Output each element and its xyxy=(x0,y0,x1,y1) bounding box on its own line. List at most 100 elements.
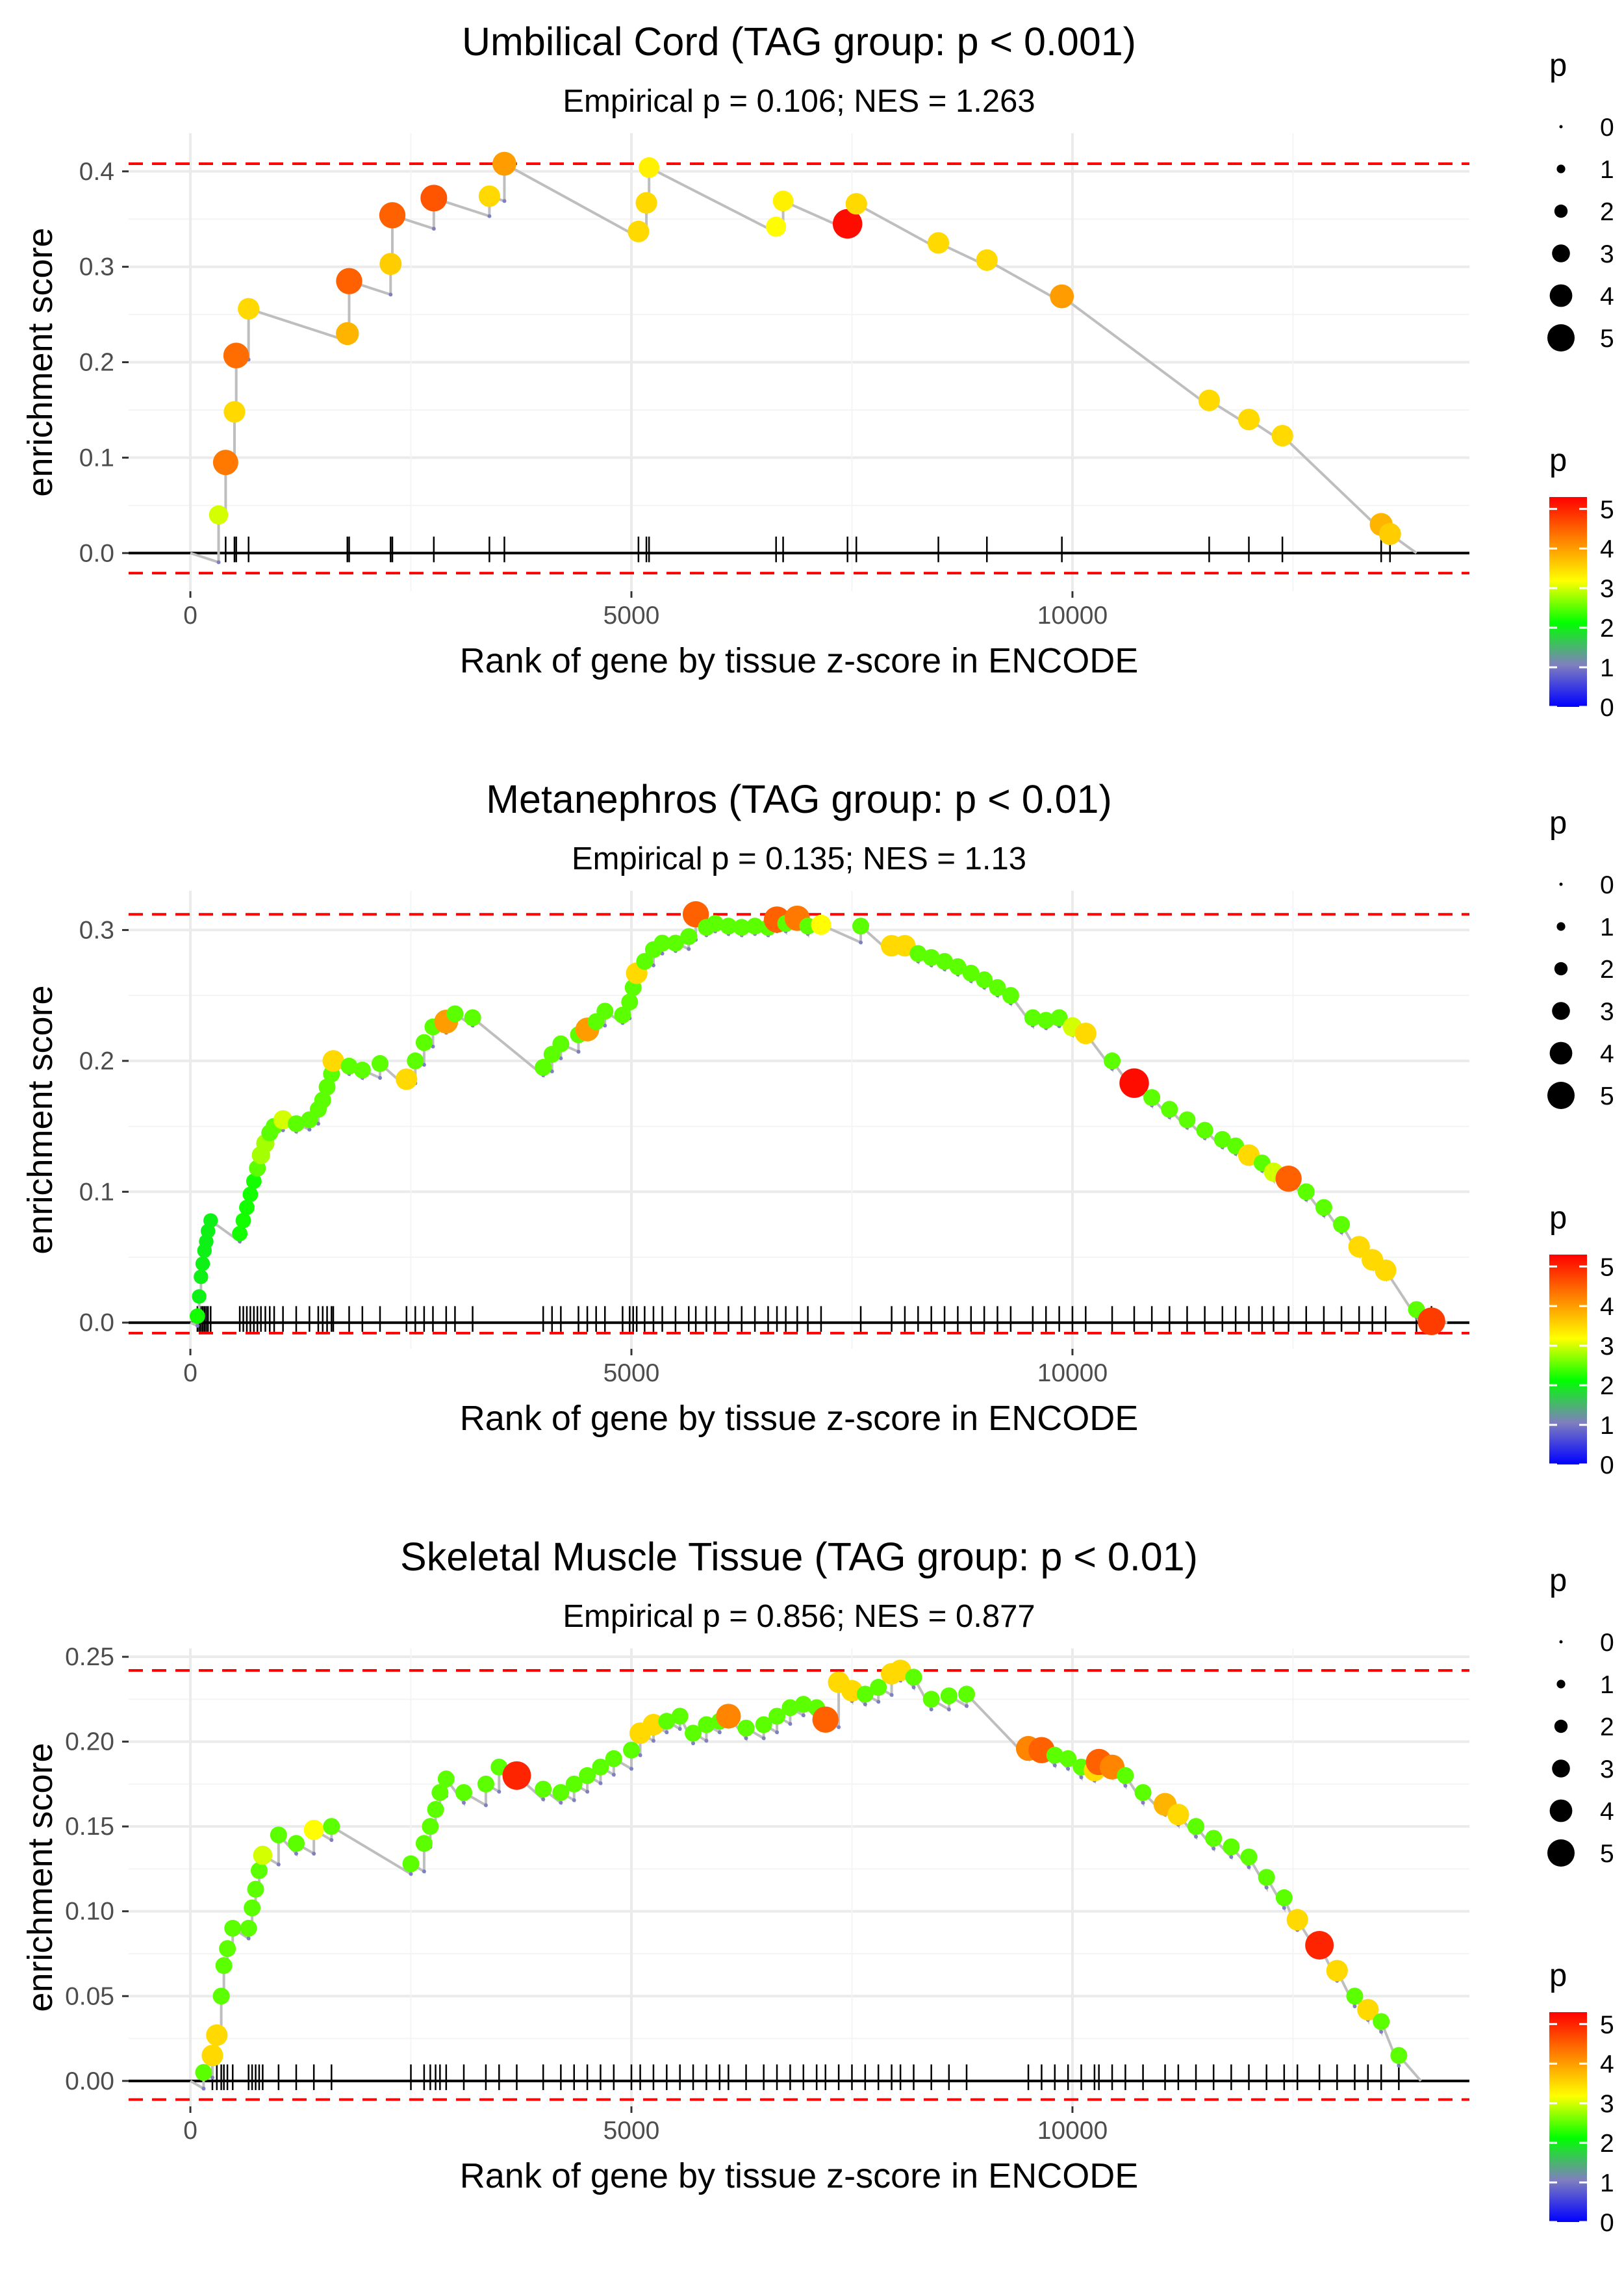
size-legend-key xyxy=(1556,922,1566,931)
size-legend-key xyxy=(1559,882,1563,886)
gene-hit-point xyxy=(1237,409,1260,431)
gene-hit-point xyxy=(1002,987,1019,1004)
gene-hit-point xyxy=(1198,389,1221,411)
color-legend-title: p xyxy=(1549,1201,1567,1236)
gene-hit-point xyxy=(420,185,448,212)
gene-hit-point xyxy=(270,1826,287,1844)
gene-hit-point xyxy=(949,958,967,975)
pre-hit-point xyxy=(801,1713,806,1718)
pre-hit-point xyxy=(611,1772,616,1777)
gene-hit-point xyxy=(396,1068,418,1090)
gene-hit-point xyxy=(223,401,246,423)
gene-hit-point xyxy=(253,1845,273,1865)
x-tick-label: 0 xyxy=(183,1359,197,1387)
gene-hit-point xyxy=(422,1818,439,1835)
gene-hit-point xyxy=(192,1289,207,1304)
gene-hit-point xyxy=(246,1173,262,1190)
y-tick-label: 0.15 xyxy=(65,1813,114,1841)
gene-hit-point xyxy=(1305,1930,1334,1960)
pre-hit-point xyxy=(965,1704,969,1708)
gene-hit-point xyxy=(671,1707,689,1725)
gene-hit-point xyxy=(623,1741,640,1759)
pre-hit-point xyxy=(629,1767,633,1771)
gene-hit-point xyxy=(698,1716,715,1733)
size-legend-key xyxy=(1549,1799,1573,1822)
color-legend-label: 5 xyxy=(1600,496,1614,524)
gene-hit-point xyxy=(653,934,671,952)
gene-hit-point xyxy=(1373,2013,1390,2030)
y-tick-label: 0.10 xyxy=(65,1898,114,1926)
gene-hit-point xyxy=(223,342,249,369)
gene-hit-point xyxy=(870,1679,887,1696)
color-legend-label: 2 xyxy=(1600,615,1614,643)
gene-hit-point xyxy=(209,505,229,525)
pre-hit-point xyxy=(462,1800,466,1805)
pre-hit-point xyxy=(502,199,507,203)
color-legend-label: 0 xyxy=(1600,694,1614,722)
pre-hit-point xyxy=(665,1730,669,1735)
pre-hit-point xyxy=(378,1076,382,1080)
pre-hit-point xyxy=(431,227,436,231)
color-legend-label: 1 xyxy=(1600,654,1614,682)
pre-hit-point xyxy=(859,940,863,945)
size-legend-key xyxy=(1554,1719,1568,1733)
x-axis-title: Rank of gene by tissue z-score in ENCODE xyxy=(460,1399,1138,1438)
size-legend-label: 0 xyxy=(1600,114,1614,142)
gene-hit-point xyxy=(189,1308,205,1324)
size-legend-label: 0 xyxy=(1600,871,1614,899)
gene-hit-point xyxy=(635,192,657,214)
pre-hit-point xyxy=(687,947,691,951)
gene-hit-point xyxy=(614,1006,631,1024)
gene-hit-point xyxy=(336,268,362,294)
gene-hit-point xyxy=(195,2063,212,2081)
gene-hit-point xyxy=(596,1003,614,1020)
gene-hit-point xyxy=(1333,1216,1351,1233)
size-legend-label: 2 xyxy=(1600,198,1614,226)
gene-hit-point xyxy=(1050,284,1074,309)
size-legend-key xyxy=(1552,1759,1570,1778)
gene-hit-point xyxy=(1205,1830,1223,1847)
gene-hit-point xyxy=(1059,1750,1077,1767)
pre-hit-point xyxy=(1123,1783,1128,1788)
gene-hit-point xyxy=(322,1050,344,1072)
gene-hit-point xyxy=(658,1713,676,1730)
pre-hit-point xyxy=(717,1730,722,1735)
gene-hit-point xyxy=(639,157,660,178)
gridlines xyxy=(129,133,1469,591)
color-legend-label: 3 xyxy=(1600,2090,1614,2118)
pre-hit-point xyxy=(946,1707,951,1711)
x-axis-title: Rank of gene by tissue z-score in ENCODE xyxy=(460,2156,1138,2195)
pre-hit-point xyxy=(294,1851,298,1856)
size-legend-title: p xyxy=(1549,1563,1567,1598)
size-legend-key xyxy=(1547,1839,1575,1867)
gene-hit-point xyxy=(318,1079,336,1096)
gene-hit-point xyxy=(407,1052,424,1069)
x-tick-label: 10000 xyxy=(1037,2117,1108,2145)
gene-hit-point xyxy=(314,1092,331,1109)
gene-hit-point xyxy=(535,1058,552,1076)
gene-hit-point xyxy=(1357,1999,1379,2021)
pre-hit-point xyxy=(483,1803,488,1808)
gene-hit-point xyxy=(379,202,406,229)
chart-panel-metanephros: Metanephros (TAG group: p < 0.01) Empiric… xyxy=(21,777,1614,1479)
gene-hit-point xyxy=(772,190,794,212)
gene-hit-point xyxy=(976,971,993,988)
gene-hit-point xyxy=(224,1919,242,1937)
size-legend-label: 1 xyxy=(1600,1671,1614,1699)
gene-hit-point xyxy=(636,952,653,970)
gene-hit-point xyxy=(812,1706,839,1733)
pre-hit-point xyxy=(1379,2030,1384,2034)
gene-hit-point xyxy=(1326,1960,1348,1982)
gene-hit-point xyxy=(720,917,737,935)
pre-hit-point xyxy=(678,1727,682,1731)
x-axis-title: Rank of gene by tissue z-score in ENCODE xyxy=(460,641,1138,680)
size-legend-key xyxy=(1554,204,1568,218)
color-legend-label: 4 xyxy=(1600,1293,1614,1321)
gene-hit-point xyxy=(1417,1307,1445,1335)
y-tick-label: 0.05 xyxy=(65,1982,114,2010)
y-axis-title: enrichment score xyxy=(21,227,60,496)
gene-hit-point xyxy=(535,1780,552,1798)
x-tick-label: 10000 xyxy=(1037,1359,1108,1387)
pre-hit-point xyxy=(1079,1775,1084,1780)
gene-hit-point xyxy=(212,450,238,476)
